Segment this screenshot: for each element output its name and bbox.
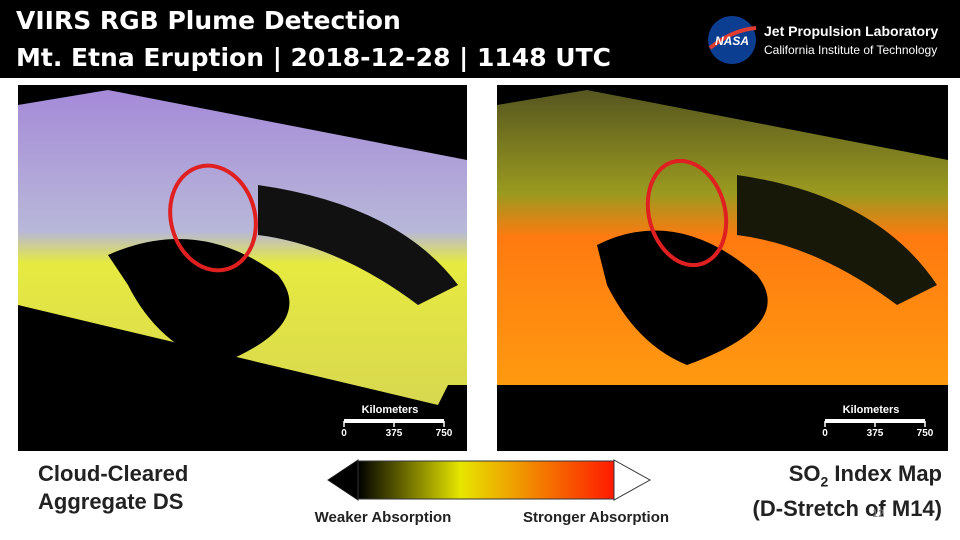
scale-tick-label: 750: [917, 428, 934, 439]
scale-tick-label: 375: [867, 428, 884, 439]
high-label: Stronger Absorption: [523, 509, 669, 526]
subtitle: Mt. Etna Eruption | 2018-12-28 | 1148 UT…: [16, 43, 611, 72]
scale-title: Kilometers: [362, 404, 419, 416]
colorbar: Weaker Absorption Stronger Absorption: [315, 459, 669, 526]
scale-tick-label: 375: [386, 428, 403, 439]
right-image: Kilometers 0 375 750: [497, 85, 948, 451]
scale-tick-label: 0: [822, 428, 828, 439]
label-sub: 2: [820, 473, 829, 490]
logo: NASA Jet Propulsion Laboratory Californi…: [708, 16, 938, 64]
label-line: Aggregate DS: [38, 489, 184, 514]
label-line: (D-Stretch of M14): [752, 496, 942, 522]
org-name: Jet Propulsion Laboratory: [764, 23, 938, 39]
page-number: 12: [872, 508, 885, 520]
left-label: Cloud-Cleared Aggregate DS: [38, 460, 188, 516]
header-bar: [0, 0, 960, 78]
label-text: Index Map: [828, 461, 942, 486]
label-line: Cloud-Cleared: [38, 461, 189, 486]
label-text: SO: [788, 461, 821, 486]
left-image: Kilometers 0 375 750: [18, 85, 467, 451]
nasa-logo: NASA: [715, 34, 749, 48]
scale-tick-label: 0: [341, 428, 347, 439]
low-label: Weaker Absorption: [315, 509, 452, 526]
org-sub: California Institute of Technology: [764, 43, 937, 57]
title: VIIRS RGB Plume Detection: [16, 6, 401, 35]
scale-tick-label: 750: [436, 428, 453, 439]
scale-title: Kilometers: [843, 404, 900, 416]
right-label: SO2 Index Map (D-Stretch of M14): [753, 460, 942, 523]
